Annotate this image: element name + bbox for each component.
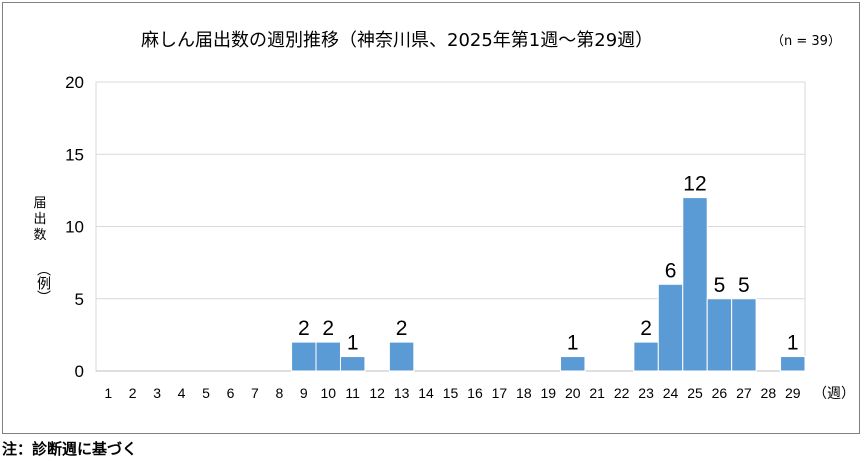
x-tick-label: 8: [275, 385, 283, 401]
bar: [780, 356, 806, 372]
data-label: 1: [567, 332, 579, 355]
y-tick-label: 0: [75, 362, 84, 381]
bar: [339, 356, 366, 372]
x-tick-label: 11: [345, 385, 360, 401]
bar: [560, 356, 586, 372]
sample-size: （n = 39）: [771, 34, 841, 49]
y-axis-label: 届出数: [33, 196, 47, 243]
x-tick-label: 28: [761, 385, 777, 401]
x-tick-label: 24: [663, 385, 679, 401]
bar: [315, 341, 341, 372]
x-tick-label: 19: [541, 385, 557, 401]
data-label: 2: [396, 317, 408, 340]
data-label: 6: [665, 259, 677, 282]
x-tick-label: 2: [129, 385, 137, 401]
data-label: 2: [322, 317, 334, 340]
bar: [291, 341, 317, 372]
y-tick-label: 20: [65, 73, 84, 92]
x-tick-label: 16: [467, 385, 483, 401]
x-tick-label: 1: [104, 385, 112, 401]
x-tick-label: 4: [178, 385, 186, 401]
data-label: 2: [640, 317, 652, 340]
x-tick-label: 17: [492, 385, 508, 401]
x-tick-label: 15: [443, 385, 459, 401]
x-tick-label: 29: [785, 385, 801, 401]
x-tick-label: 18: [516, 385, 532, 401]
x-tick-label: 21: [589, 385, 605, 401]
x-tick-label: 27: [736, 385, 752, 401]
x-tick-label: 6: [227, 385, 235, 401]
data-label: 5: [738, 274, 750, 297]
x-tick-label: 5: [202, 385, 210, 401]
bar: [706, 298, 733, 372]
x-axis-unit: （週）: [813, 386, 855, 402]
bar: [388, 341, 415, 372]
chart-title: 麻しん届出数の週別推移（神奈川県、2025年第1週～第29週）: [141, 30, 654, 51]
bar: [633, 341, 659, 372]
x-tick-label: 14: [418, 385, 434, 401]
x-tick-label: 20: [565, 385, 581, 401]
x-tick-label: 23: [638, 385, 654, 401]
data-label: 2: [298, 317, 310, 340]
footnote: 注：診断週に基づく: [2, 440, 138, 458]
bar: [682, 197, 708, 372]
x-tick-label: 22: [614, 385, 630, 401]
x-tick-label: 25: [687, 385, 703, 401]
y-tick-label: 10: [65, 218, 84, 237]
x-tick-label: 9: [300, 385, 308, 401]
data-label: 12: [683, 173, 706, 196]
x-tick-label: 26: [712, 385, 728, 401]
x-tick-label: 12: [369, 385, 385, 401]
x-tick-label: 7: [251, 385, 259, 401]
x-tick-label: 13: [394, 385, 410, 401]
x-tick-label: 10: [320, 385, 336, 401]
bar: [731, 298, 757, 372]
y-axis-unit: （例）: [35, 262, 51, 304]
data-label: 1: [347, 332, 359, 355]
x-tick-label: 3: [153, 385, 161, 401]
bar: [657, 283, 684, 372]
y-tick-label: 5: [75, 290, 84, 309]
y-tick-label: 15: [65, 145, 84, 164]
data-label: 1: [787, 332, 799, 355]
data-label: 5: [714, 274, 726, 297]
